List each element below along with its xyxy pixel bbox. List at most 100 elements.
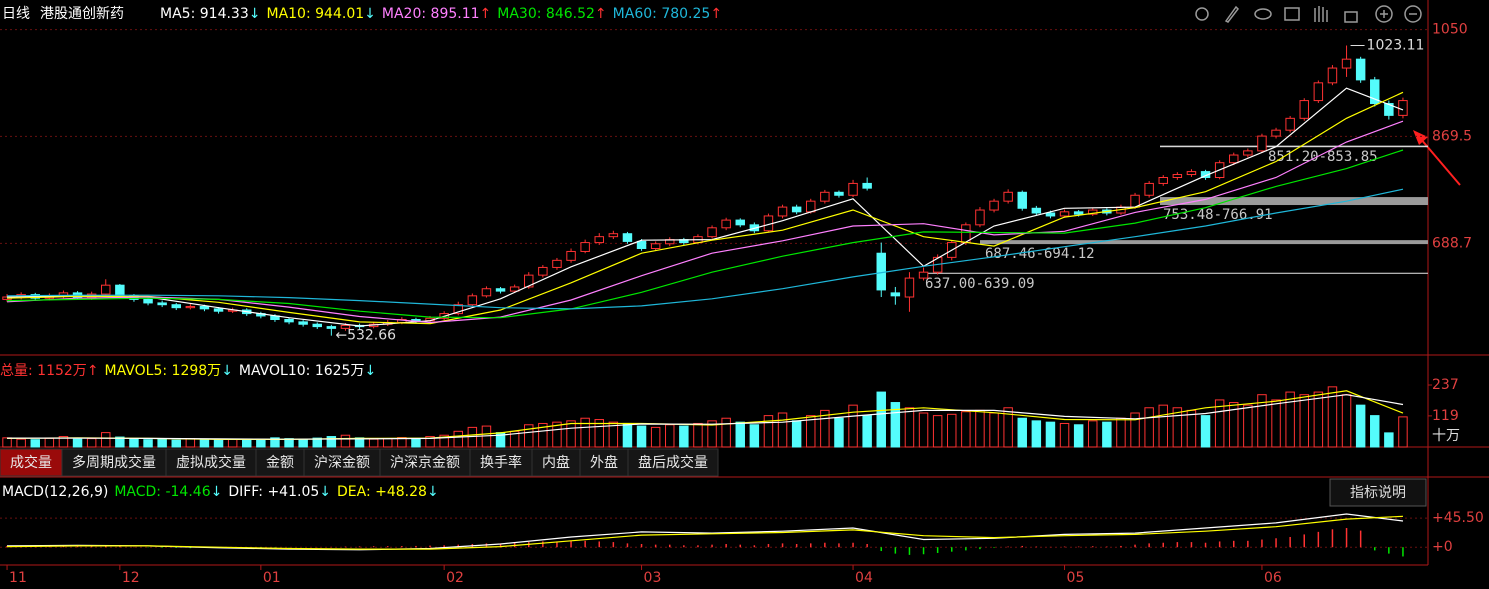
tab-background[interactable] — [165, 448, 257, 477]
tab-label[interactable]: 沪深京金额 — [390, 455, 460, 471]
candle-body — [1327, 67, 1338, 84]
ma-line — [6, 188, 1404, 310]
x-tick-label: 05 — [1067, 570, 1085, 586]
level-label: 753.48-766.91 — [1163, 207, 1273, 223]
legend-separator: : — [156, 484, 165, 500]
volume-bar — [199, 438, 210, 448]
volume-bar — [270, 437, 280, 448]
volume-bar — [86, 438, 97, 448]
tab-label[interactable]: 金额 — [266, 455, 294, 471]
candle-body — [1003, 191, 1013, 202]
volume-bar — [961, 411, 971, 448]
tab[interactable]: 内盘 — [531, 448, 581, 477]
volume-bar — [298, 438, 308, 448]
icon-box[interactable] — [1284, 7, 1300, 21]
level-label: 851.20-853.85 — [1268, 149, 1378, 165]
indicator-help-label[interactable]: 指标说明 — [1350, 485, 1406, 501]
tab-background[interactable] — [255, 448, 305, 477]
legend-name: 总量 — [0, 363, 28, 379]
tab[interactable]: 盘后成交量 — [627, 448, 719, 477]
legend-separator: : — [421, 6, 430, 22]
tab-label[interactable]: 沪深金额 — [314, 455, 370, 471]
icon-lock[interactable] — [1344, 11, 1358, 23]
volume-bar — [1398, 416, 1408, 448]
volume-bar — [763, 415, 774, 448]
candle-body — [1370, 79, 1380, 105]
legend-name: MAVOL10 — [239, 363, 306, 379]
y-tick-label: 119 — [1432, 408, 1459, 424]
tab[interactable]: 金额 — [255, 448, 305, 477]
tab-label[interactable]: 虚拟成交量 — [176, 454, 246, 471]
legend-name: MA30 — [497, 6, 536, 22]
tab[interactable]: 多周期成交量 — [61, 448, 167, 477]
volume-bar — [721, 417, 731, 448]
tab-background[interactable] — [303, 448, 381, 477]
volume-bar — [157, 438, 167, 448]
tab-label[interactable]: 换手率 — [480, 454, 522, 471]
candle-body — [918, 271, 929, 279]
indicator-help-button[interactable] — [1329, 478, 1427, 507]
candle-body — [848, 182, 858, 196]
legend-value: +41.05 — [267, 484, 319, 500]
icon-zoom-in[interactable] — [1375, 5, 1393, 23]
volume-bar — [679, 425, 689, 448]
y-tick-label: 1050 — [1432, 22, 1468, 38]
volume-bar — [143, 439, 153, 448]
tab-label[interactable]: 多周期成交量 — [72, 454, 156, 471]
x-tick-label: 04 — [855, 570, 873, 586]
icon-settings[interactable] — [1195, 7, 1209, 21]
volume-bar — [1059, 422, 1070, 448]
volume-bar — [918, 412, 929, 448]
legend-trend: ↓ — [221, 363, 233, 379]
candle-body — [524, 274, 534, 288]
volume-bar — [834, 417, 844, 448]
icon-view[interactable] — [1254, 8, 1272, 20]
candle-body — [1313, 82, 1324, 102]
candle-body — [1186, 171, 1197, 176]
volume-bar — [862, 415, 872, 448]
volume-bar — [242, 439, 252, 448]
candle-body — [1088, 209, 1098, 215]
tab[interactable]: 成交量 — [0, 448, 63, 477]
tab[interactable]: 沪深金额 — [303, 448, 381, 477]
candle-body — [312, 323, 322, 328]
volume-bar — [636, 425, 647, 448]
candle-body — [213, 308, 224, 312]
tab[interactable]: 外盘 — [579, 448, 629, 477]
tab[interactable]: 沪深京金额 — [379, 448, 471, 477]
volume-bar — [30, 439, 40, 448]
tab-label[interactable]: 成交量 — [10, 454, 52, 471]
volume-bar — [1003, 407, 1013, 448]
icon-draw[interactable] — [1224, 5, 1239, 23]
volume-ma-line — [7, 394, 1404, 440]
max-label: 1023.11 — [1367, 37, 1425, 53]
tab-background[interactable] — [0, 448, 63, 477]
icon-hand[interactable] — [1314, 6, 1328, 22]
legend-trend: ↓ — [364, 363, 376, 379]
tab-background[interactable] — [627, 448, 719, 477]
legend-name: MA20 — [382, 6, 421, 22]
legend-separator: : — [28, 363, 37, 379]
volume-bar — [1370, 415, 1380, 448]
tab[interactable]: 虚拟成交量 — [165, 448, 257, 477]
volume-bar — [16, 438, 26, 448]
tab-background[interactable] — [531, 448, 581, 477]
icon-zoom-out[interactable] — [1404, 5, 1422, 23]
candle-body — [1059, 211, 1070, 217]
tab[interactable]: 换手率 — [469, 448, 533, 477]
tab-label[interactable]: 盘后成交量 — [638, 454, 708, 471]
candle-body — [1158, 177, 1168, 184]
tab-background[interactable] — [61, 448, 167, 477]
tab-background[interactable] — [579, 448, 629, 477]
tab-label[interactable]: 外盘 — [590, 454, 618, 471]
volume-bar — [848, 404, 858, 448]
volume-bar — [1045, 421, 1056, 448]
volume-bar — [566, 420, 576, 448]
legend-value: 780.25 — [661, 6, 710, 22]
chart-title: MACD(12,26,9) — [2, 484, 108, 500]
tab-label[interactable]: 内盘 — [542, 454, 570, 471]
legend-trend: ↓ — [249, 6, 261, 22]
volume-bar — [1285, 391, 1295, 448]
legend-value: 1152万 — [37, 363, 87, 379]
candle-body — [735, 219, 745, 226]
